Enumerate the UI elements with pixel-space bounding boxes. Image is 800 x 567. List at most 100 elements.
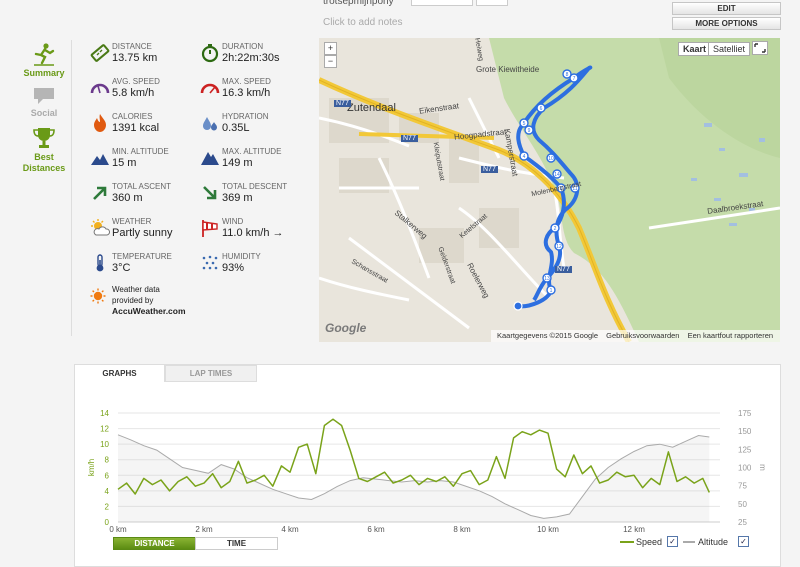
marker-12[interactable]: 12 <box>554 241 564 251</box>
stat-avg-speed-label: AVG. SPEED <box>112 77 160 86</box>
map-label-n77-b: N77 <box>401 135 418 142</box>
stat-duration: DURATION 2h:22m:30s <box>200 42 310 72</box>
speed-legend-checkbox[interactable]: ✓ <box>667 536 678 547</box>
marker-13[interactable]: 13 <box>542 273 552 283</box>
fullscreen-icon[interactable] <box>752 41 768 55</box>
stat-humidity: HUMIDITY 93% <box>200 252 310 282</box>
stopwatch-icon <box>201 44 219 63</box>
marker-11[interactable]: 11 <box>570 183 580 193</box>
more-options-button[interactable]: MORE OPTIONS <box>672 17 781 30</box>
stat-total-descent: TOTAL DESCENT 369 m <box>200 182 310 212</box>
x-tick-label: 8 km <box>453 525 471 534</box>
stat-weather-label: WEATHER <box>112 217 152 226</box>
map-label-n77-c: N77 <box>481 166 498 173</box>
stat-distance: DISTANCE 13.75 km <box>90 42 200 72</box>
stat-max-altitude-value: 149 m <box>222 157 253 169</box>
speed-line <box>117 418 710 495</box>
y2-tick-label: 175 <box>738 409 752 418</box>
y2-tick-label: 100 <box>738 464 752 473</box>
stat-min-altitude: MIN. ALTITUDE 15 m <box>90 147 200 177</box>
stat-max-altitude-label: MAX. ALTITUDE <box>222 147 282 156</box>
tab-summary[interactable]: Summary <box>14 42 74 78</box>
map-zoom-in-button[interactable]: + <box>324 42 337 55</box>
thermometer-icon <box>96 254 104 272</box>
svg-text:13: 13 <box>544 276 550 282</box>
marker-2[interactable]: 2 <box>550 223 560 233</box>
arrow-down-right-icon <box>203 186 217 200</box>
y-tick-label: 10 <box>100 440 109 449</box>
graphs-panel <box>74 364 781 567</box>
stat-avg-speed: AVG. SPEED 5.8 km/h <box>90 77 200 107</box>
map-label-grote-kiewitheide: Grote Kiewitheide <box>476 65 540 74</box>
edit-button[interactable]: EDIT <box>672 2 781 15</box>
y2-axis-label: m <box>758 464 767 471</box>
x-mode-distance-button[interactable]: DISTANCE <box>113 537 196 550</box>
weather-provider-link[interactable]: AccuWeather.com <box>112 306 186 316</box>
map-zoom-out-button[interactable]: − <box>324 55 337 68</box>
stat-duration-value: 2h:22m:30s <box>222 52 280 64</box>
stat-total-ascent-value: 360 m <box>112 192 143 204</box>
stat-weather: WEATHER Partly sunny <box>90 217 200 247</box>
stat-duration-label: DURATION <box>222 42 264 51</box>
tab-summary-label: Summary <box>23 68 65 78</box>
humidity-dots-icon <box>202 255 218 270</box>
svg-text:14: 14 <box>554 172 560 178</box>
weather-provider-note: Weather data provided by AccuWeather.com <box>112 284 202 317</box>
tab-best-distances[interactable]: Best Distances <box>14 126 74 174</box>
map-type-kaart-button[interactable]: Kaart <box>678 42 712 56</box>
svg-text:9: 9 <box>528 128 531 134</box>
x-tick-label: 0 km <box>109 525 127 534</box>
notes-placeholder[interactable]: Click to add notes <box>323 17 403 28</box>
altitude-legend-checkbox[interactable]: ✓ <box>738 536 749 547</box>
map-terms-link[interactable]: Gebruiksvoorwaarden <box>606 331 680 340</box>
x-mode-time-button[interactable]: TIME <box>195 537 278 550</box>
stat-min-altitude-value: 15 m <box>112 157 137 169</box>
tab-graphs[interactable]: GRAPHS <box>75 365 165 382</box>
stat-wind: WIND 11.0 km/h → <box>200 217 310 247</box>
marker-5[interactable]: 5 <box>519 118 529 128</box>
marker-1[interactable]: 1 <box>546 285 556 295</box>
marker-3[interactable]: 3 <box>556 183 566 193</box>
marker-6[interactable]: 6 <box>536 103 546 113</box>
speed-legend-label: Speed <box>636 537 663 547</box>
marker-4[interactable]: 4 <box>519 151 529 161</box>
stat-max-speed-label: MAX. SPEED <box>222 77 271 86</box>
runner-icon <box>34 43 55 66</box>
start-pin-icon[interactable] <box>513 301 523 311</box>
arrow-up-right-icon <box>93 186 107 200</box>
trophy-icon <box>33 128 55 148</box>
marker-14[interactable]: 14 <box>552 169 562 179</box>
map-label-n77-a: N77 <box>334 100 351 107</box>
stat-temperature-value: 3°C <box>112 262 131 274</box>
chart-axis-labels: 0 2 4 6 8 10 12 14 25 50 75 100 125 150 175 0 km 2 km 4 k… <box>87 409 767 534</box>
marker-8[interactable]: 8 <box>562 69 572 79</box>
stat-max-altitude: MAX. ALTITUDE 149 m <box>200 147 310 177</box>
stat-temperature: TEMPERATURE 3°C <box>90 252 200 282</box>
svg-text:11: 11 <box>572 186 577 192</box>
x-tick-label: 12 km <box>623 525 645 534</box>
x-tick-label: 10 km <box>537 525 559 534</box>
marker-9[interactable]: 9 <box>524 125 534 135</box>
top-field[interactable] <box>411 0 473 6</box>
windsock-icon <box>202 220 218 237</box>
top-field-small[interactable] <box>476 0 508 6</box>
y-tick-label: 12 <box>100 425 109 434</box>
stat-wind-label: WIND <box>222 217 244 226</box>
marker-7[interactable]: 7 <box>569 73 579 83</box>
map-report-link[interactable]: Een kaartfout rapporteren <box>687 331 774 340</box>
stat-distance-label: DISTANCE <box>112 42 152 51</box>
svg-text:7: 7 <box>573 76 576 82</box>
marker-10[interactable]: 10 <box>546 153 556 163</box>
route-map[interactable]: 1 2 3 4 5 6 7 8 9 10 11 12 13 14 Zutenda… <box>319 38 780 342</box>
stat-total-descent-value: 369 m <box>222 192 253 204</box>
tab-lap-times[interactable]: LAP TIMES <box>165 365 257 382</box>
map-type-satellite-button[interactable]: Satelliet <box>708 42 751 56</box>
speech-bubble-icon <box>34 88 54 104</box>
stat-total-descent-label: TOTAL DESCENT <box>222 182 288 191</box>
speed-altitude-chart[interactable]: 0 2 4 6 8 10 12 14 25 50 75 100 125 150 175 0 km 2 km 4 k… <box>74 400 779 535</box>
y2-tick-label: 150 <box>738 427 752 436</box>
stat-calories: CALORIES 1391 kcal <box>90 112 200 142</box>
stat-calories-value: 1391 kcal <box>112 122 160 134</box>
tab-social[interactable]: Social <box>14 86 74 118</box>
tabs-divider <box>71 40 72 336</box>
